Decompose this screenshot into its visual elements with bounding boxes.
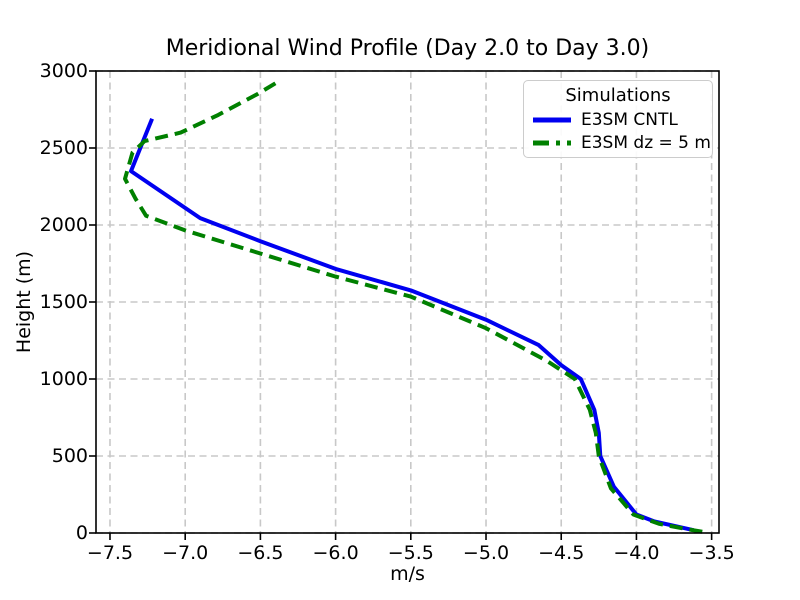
x-tick-label: −7.5 — [86, 542, 134, 564]
y-tick-label: 2500 — [39, 137, 88, 159]
y-tick-label: 1000 — [39, 368, 88, 390]
y-tick-label: 0 — [75, 522, 88, 544]
x-axis-label: m/s — [390, 563, 425, 585]
x-tick-label: −4.5 — [538, 542, 585, 564]
series-line-e3sm-cntl — [129, 117, 695, 533]
series-line-e3sm-dz-5-m — [123, 81, 703, 534]
legend-sample-line-e3sm-dz-5-m — [533, 140, 571, 145]
legend-title: Simulations — [565, 85, 671, 106]
legend: Simulations E3SM CNTL E3SM dz = 5 m — [523, 80, 713, 158]
y-tick-label: 3000 — [39, 60, 88, 82]
y-tick-label: 500 — [51, 445, 88, 467]
legend-item: E3SM CNTL — [532, 108, 704, 131]
chart-title: Meridional Wind Profile (Day 2.0 to Day … — [165, 36, 650, 61]
x-tick-label: −6.5 — [237, 542, 284, 564]
legend-item-label: E3SM dz = 5 m — [581, 132, 711, 153]
legend-item-label: E3SM CNTL — [581, 109, 678, 130]
x-tick-label: −6.0 — [312, 542, 359, 564]
x-tick-label: −4.0 — [613, 542, 660, 564]
y-tick-label: 1500 — [39, 291, 88, 313]
legend-sample-line-e3sm-cntl — [533, 117, 571, 122]
x-tick-label: −5.5 — [387, 542, 434, 564]
x-tick-label: −3.5 — [688, 542, 735, 564]
legend-items: E3SM CNTL E3SM dz = 5 m — [532, 108, 711, 154]
legend-item: E3SM dz = 5 m — [532, 131, 711, 154]
x-tick-label: −7.0 — [162, 542, 209, 564]
y-tick-label: 2000 — [39, 214, 88, 236]
x-tick-label: −5.0 — [462, 542, 510, 564]
